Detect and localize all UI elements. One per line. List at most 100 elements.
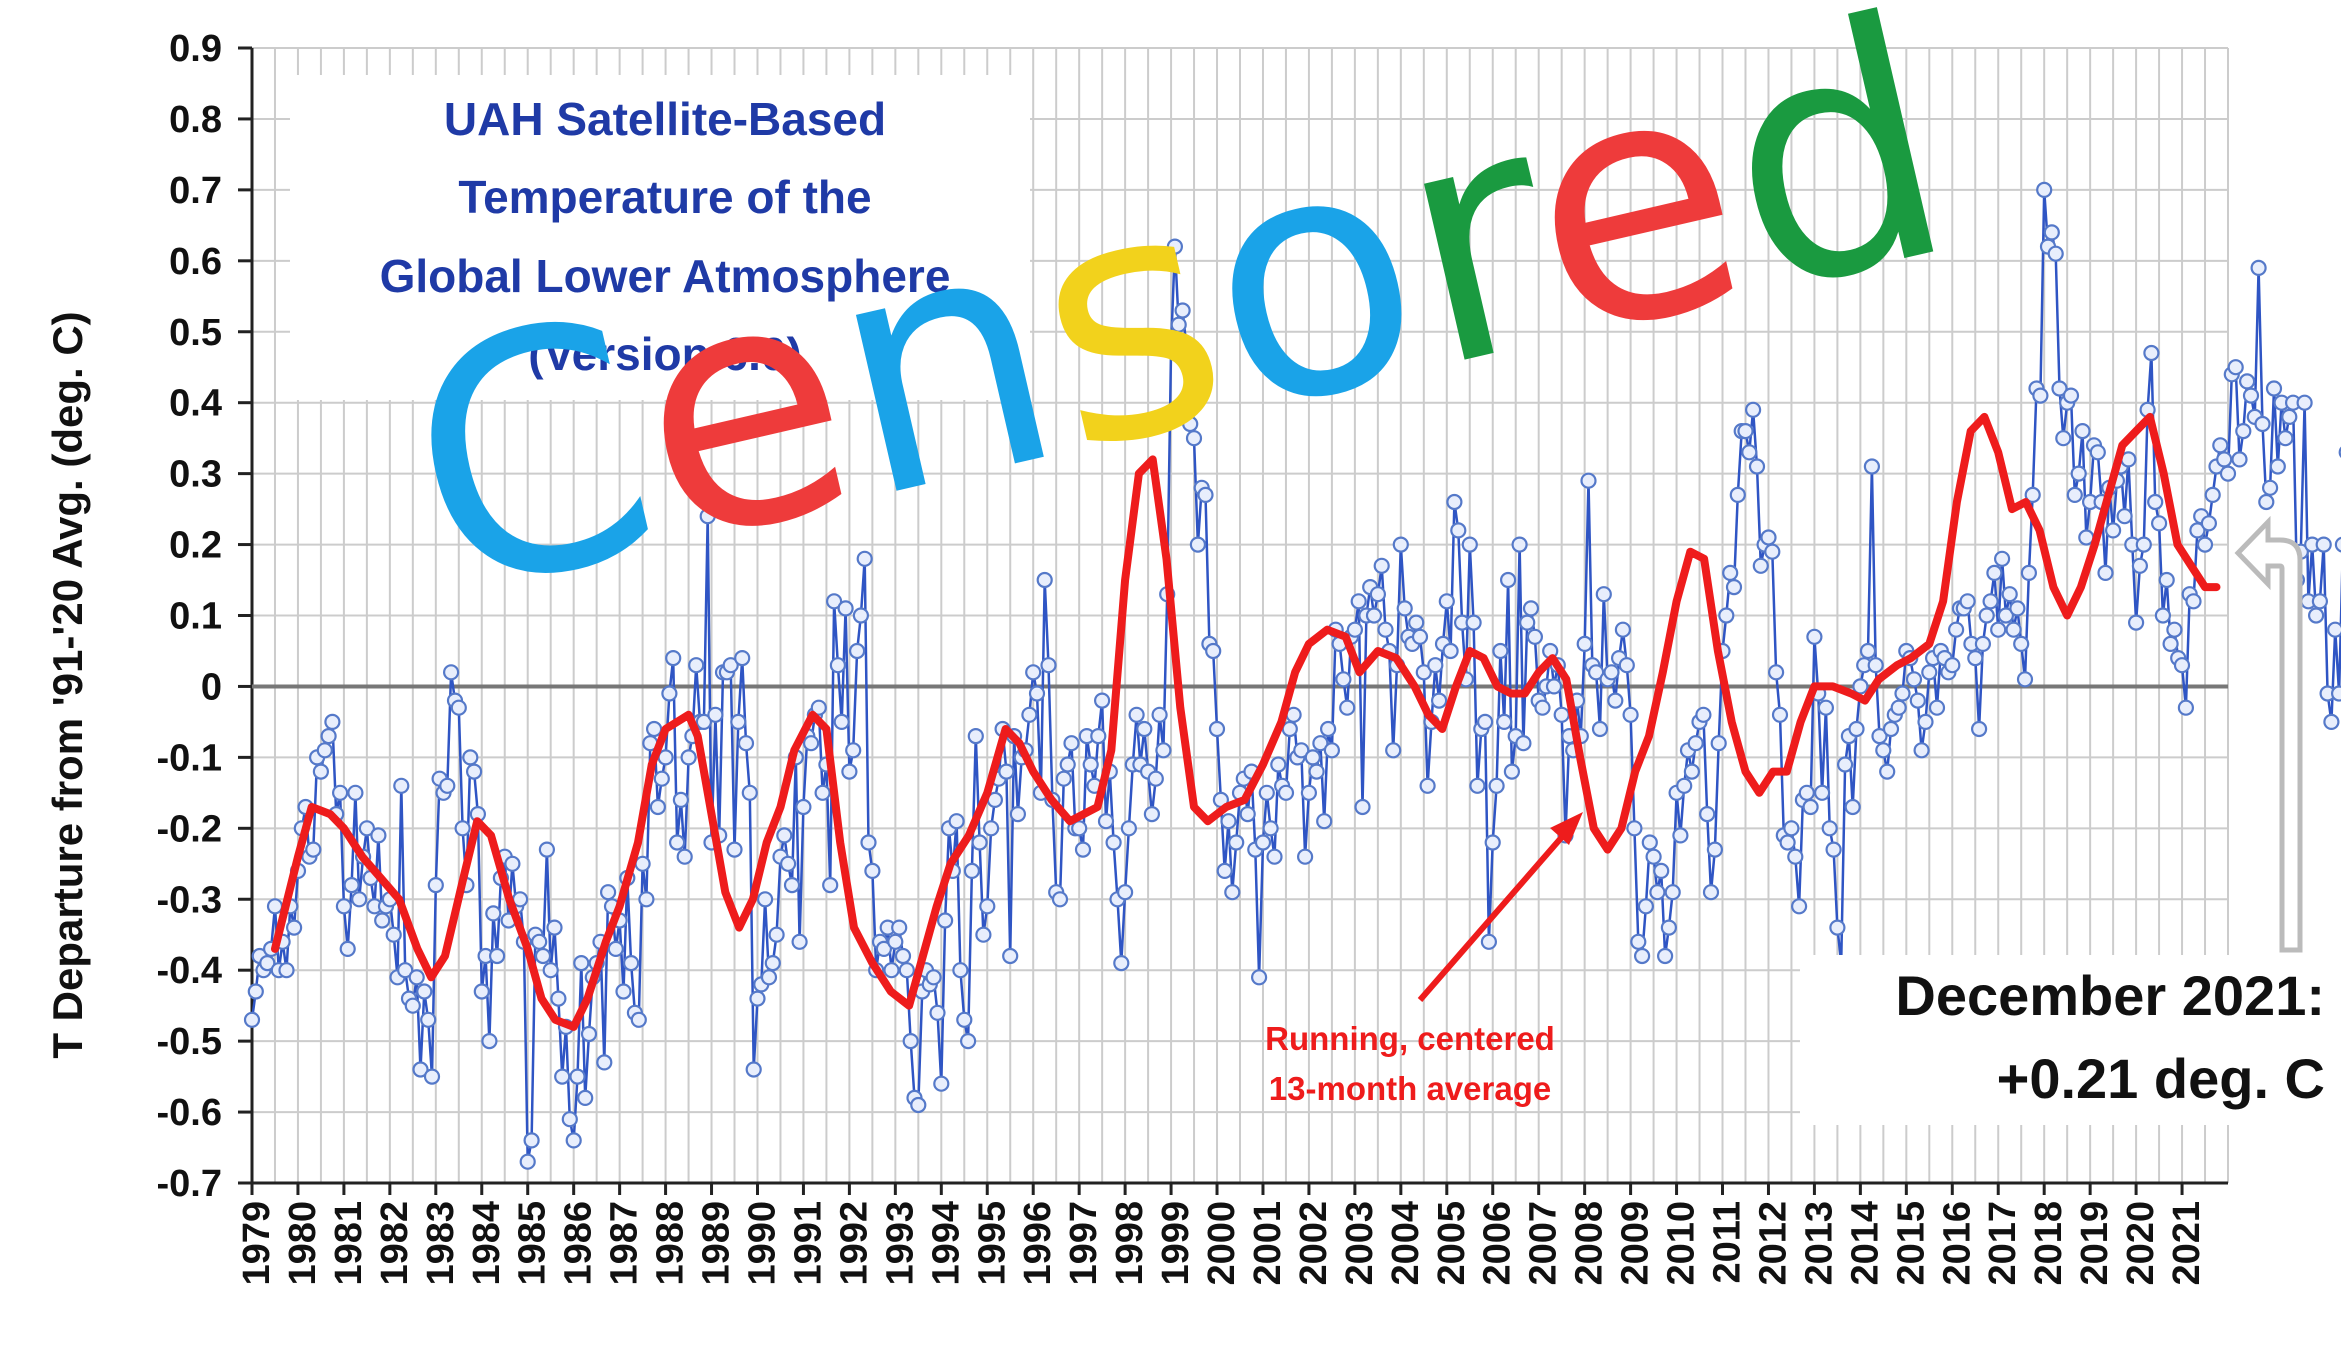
monthly-point <box>1174 302 1191 319</box>
monthly-point <box>565 1132 582 1149</box>
monthly-point <box>776 827 793 844</box>
monthly-point <box>791 933 808 950</box>
monthly-point <box>2020 564 2038 582</box>
monthly-point <box>1511 536 1528 553</box>
monthly-point <box>1882 720 1900 738</box>
monthly-point <box>1748 458 1766 475</box>
monthly-point <box>1503 763 1521 780</box>
monthly-point <box>1365 607 1383 624</box>
monthly-point <box>1607 692 1624 709</box>
monthly-point <box>374 912 391 929</box>
monthly-point <box>802 735 820 752</box>
monthly-point <box>910 1096 927 1114</box>
monthly-point <box>1419 777 1436 794</box>
monthly-point <box>2105 522 2122 539</box>
monthly-point <box>1587 664 1605 681</box>
monthly-point <box>1787 848 1804 865</box>
latest-value-callout: December 2021: +0.21 deg. C <box>1800 955 2330 1125</box>
monthly-point <box>1250 969 1268 986</box>
monthly-point <box>887 933 904 950</box>
monthly-point <box>1737 423 1754 440</box>
monthly-point <box>2009 600 2026 617</box>
monthly-point <box>1296 848 1314 865</box>
x-tick-label: 1986 <box>558 1201 600 1286</box>
monthly-point <box>1913 742 1930 759</box>
monthly-point <box>427 876 444 894</box>
y-tick-label: -0.1 <box>157 737 222 779</box>
monthly-point <box>1450 522 1467 539</box>
monthly-point <box>577 1089 594 1107</box>
monthly-point <box>2173 657 2191 674</box>
monthly-point <box>2066 486 2083 503</box>
monthly-point <box>546 919 563 936</box>
monthly-point <box>952 962 969 979</box>
monthly-point <box>1706 841 1724 858</box>
monthly-point <box>316 742 333 759</box>
monthly-point <box>351 891 368 908</box>
callout-line-2: +0.21 deg. C <box>1997 1047 2325 1110</box>
x-tick-label: 1990 <box>741 1201 783 1286</box>
monthly-point <box>1228 834 1245 851</box>
x-tick-label: 1997 <box>1063 1201 1105 1286</box>
monthly-point <box>2158 571 2175 589</box>
x-tick-label: 2018 <box>2028 1201 2070 1286</box>
monthly-point <box>2055 430 2072 447</box>
x-tick-label: 2010 <box>1661 1201 1703 1286</box>
x-tick-label: 2005 <box>1431 1201 1473 1286</box>
monthly-point <box>680 749 697 766</box>
monthly-point <box>1672 827 1689 844</box>
monthly-point <box>1162 337 1180 354</box>
monthly-point <box>653 770 670 787</box>
monthly-point <box>634 855 651 872</box>
monthly-point <box>2089 444 2106 461</box>
monthly-point <box>1744 401 1762 418</box>
monthly-point <box>554 1068 571 1085</box>
monthly-point <box>1515 735 1532 752</box>
x-tick-label: 1979 <box>236 1201 278 1286</box>
monthly-point <box>1093 692 1111 709</box>
monthly-point <box>1396 600 1413 617</box>
monthly-point <box>339 940 356 958</box>
monthly-point <box>998 763 1015 780</box>
monthly-point <box>2128 614 2145 631</box>
monthly-point <box>837 600 854 617</box>
monthly-point <box>1476 713 1494 731</box>
monthly-point <box>1990 621 2007 638</box>
callout-background <box>1800 955 2330 1125</box>
monthly-point <box>1346 621 1364 638</box>
monthly-point <box>1641 834 1658 851</box>
monthly-point <box>1224 884 1241 901</box>
monthly-point <box>412 1061 429 1078</box>
monthly-point <box>2219 465 2237 482</box>
monthly-point <box>898 962 915 979</box>
monthly-point <box>278 962 295 979</box>
monthly-point <box>1373 557 1390 574</box>
monthly-point <box>523 1132 540 1149</box>
monthly-point <box>1208 720 1226 738</box>
monthly-point <box>956 1011 973 1028</box>
x-tick-label: 2001 <box>1247 1201 1289 1286</box>
monthly-point <box>979 898 996 915</box>
monthly-point <box>1354 798 1371 816</box>
x-tick-label: 2007 <box>1523 1201 1565 1286</box>
monthly-point <box>1622 706 1639 723</box>
monthly-point <box>1262 820 1279 837</box>
monthly-point <box>2327 621 2341 638</box>
monthly-point <box>1113 954 1130 972</box>
monthly-point <box>967 727 984 745</box>
monthly-point <box>1319 720 1337 738</box>
monthly-point <box>1649 884 1666 901</box>
y-tick-label: -0.2 <box>157 808 222 850</box>
x-tick-label: 2000 <box>1201 1201 1243 1286</box>
monthly-point <box>1664 884 1681 901</box>
annotation-arrow-line <box>1417 828 1571 1002</box>
monthly-point <box>1430 692 1448 709</box>
monthly-point <box>1767 664 1785 681</box>
monthly-point <box>891 919 908 936</box>
monthly-point <box>2296 394 2313 411</box>
monthly-point <box>1894 685 1911 702</box>
callout-line-1: December 2021: <box>1895 964 2325 1027</box>
monthly-point <box>1656 947 1674 965</box>
monthly-point <box>1105 834 1122 851</box>
monthly-point <box>1071 820 1088 837</box>
